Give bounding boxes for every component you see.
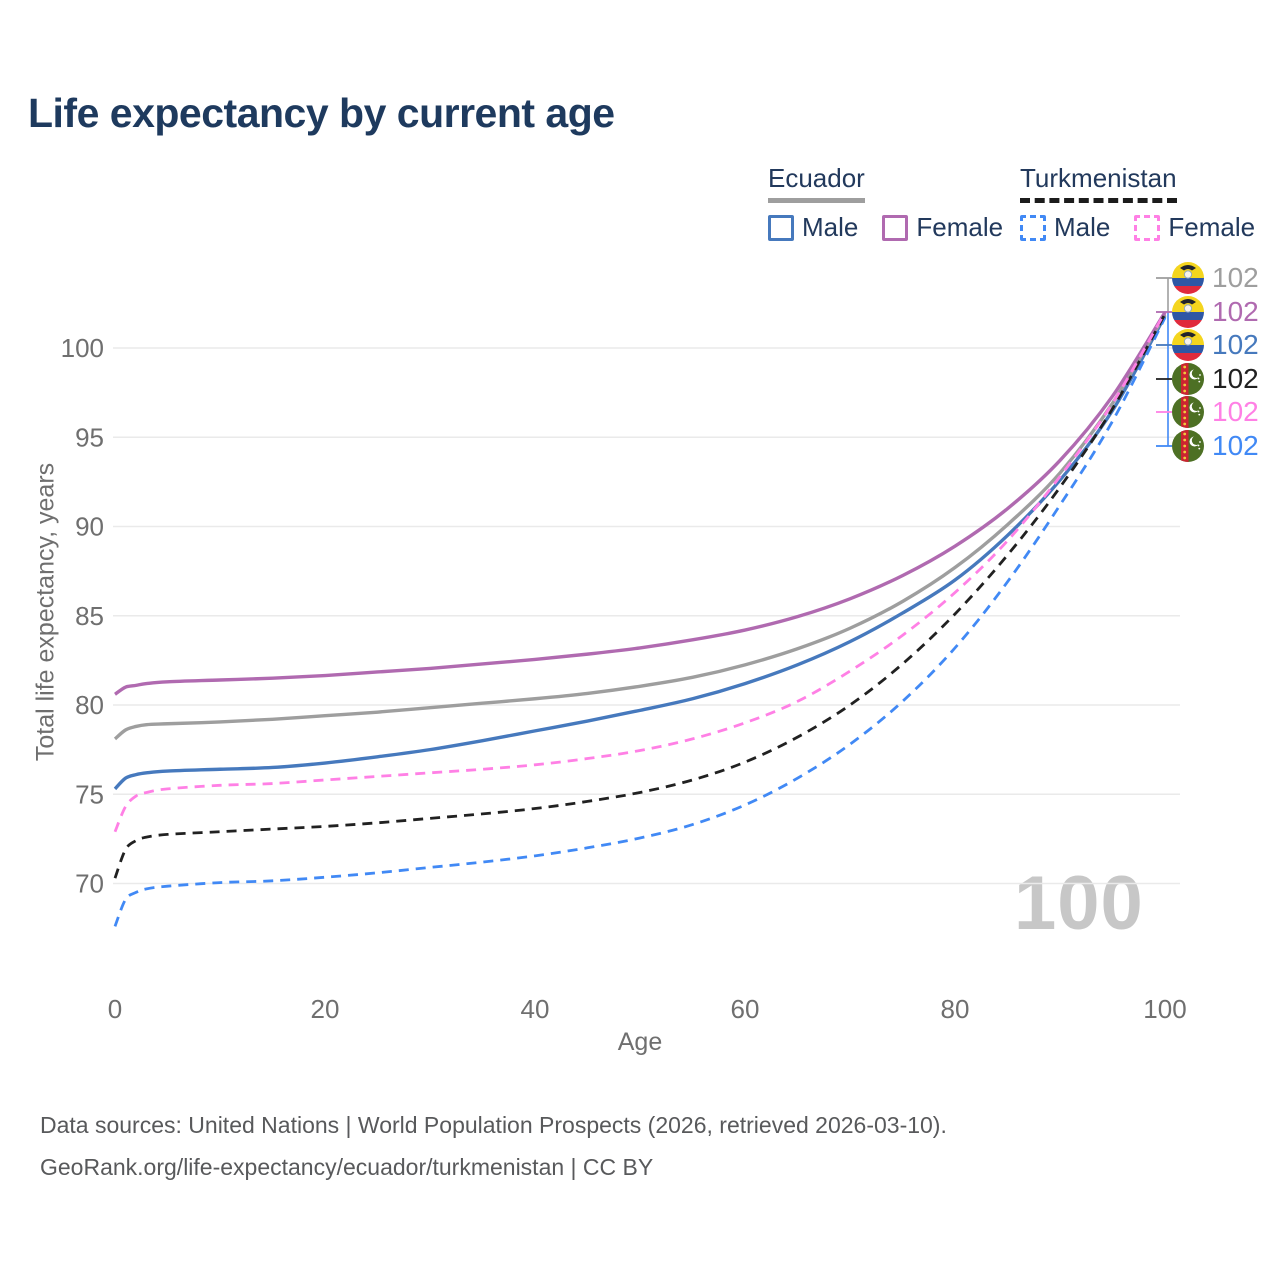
x-tick-0: 0 xyxy=(108,994,122,1024)
series-line-turkmenistan-female xyxy=(113,311,1167,833)
legend-swatch-ecuador-female[interactable] xyxy=(882,214,909,241)
series-line-turkmenistan-male xyxy=(113,317,1167,927)
legend-group-ecuador: Ecuador Male Female xyxy=(768,163,1003,243)
legend-swatch-ecuador-male[interactable] xyxy=(768,214,794,241)
x-axis-title: Age xyxy=(617,1028,663,1056)
age-counter-watermark: 100 xyxy=(1014,861,1144,946)
legend-item-ecuador-female[interactable]: Female xyxy=(882,212,1003,243)
series-line-ecuador-male xyxy=(113,315,1167,791)
y-axis-title: Total life expectancy, years xyxy=(31,462,60,762)
series-line-turkmenistan-total xyxy=(113,313,1167,879)
attribution-line: GeoRank.org/life-expectancy/ecuador/turk… xyxy=(40,1154,654,1180)
footer: Data sources: United Nations | World Pop… xyxy=(40,1104,947,1188)
y-tick-90: 90 xyxy=(75,512,104,542)
y-tick-95: 95 xyxy=(75,422,104,452)
legend-header-ecuador[interactable]: Ecuador xyxy=(768,163,865,203)
data-sources-line: Data sources: United Nations | World Pop… xyxy=(40,1112,947,1138)
series-line-ecuador-female xyxy=(114,311,1167,696)
y-tick-85: 85 xyxy=(75,601,104,631)
y-tick-70: 70 xyxy=(75,869,104,899)
series-line-ecuador-total xyxy=(113,313,1167,741)
legend-item-turkmenistan-male[interactable]: Male xyxy=(1020,212,1110,243)
legend-label-turkmenistan-female: Female xyxy=(1168,212,1256,242)
x-tick-60: 60 xyxy=(731,994,760,1024)
legend-header-turkmenistan[interactable]: Turkmenistan xyxy=(1020,163,1177,203)
y-tick-80: 80 xyxy=(75,690,104,720)
x-tick-40: 40 xyxy=(521,994,550,1024)
legend-swatch-turkmenistan-male[interactable] xyxy=(1020,214,1046,241)
legend-label-turkmenistan-male: Male xyxy=(1054,212,1111,242)
legend-group-turkmenistan: Turkmenistan Male Female xyxy=(1020,163,1255,243)
x-tick-80: 80 xyxy=(941,994,970,1024)
legend-item-ecuador-male[interactable]: Male xyxy=(768,212,858,243)
legend-swatch-turkmenistan-female[interactable] xyxy=(1134,214,1161,241)
x-tick-100: 100 xyxy=(1143,994,1186,1024)
y-tick-75: 75 xyxy=(75,779,104,809)
page-title: Life expectancy by current age xyxy=(28,90,615,136)
legend-label-ecuador-male: Male xyxy=(802,212,859,242)
y-tick-100: 100 xyxy=(61,333,104,363)
legend-label-ecuador-female: Female xyxy=(916,212,1004,242)
legend-item-turkmenistan-female[interactable]: Female xyxy=(1134,212,1255,243)
x-tick-20: 20 xyxy=(311,994,340,1024)
